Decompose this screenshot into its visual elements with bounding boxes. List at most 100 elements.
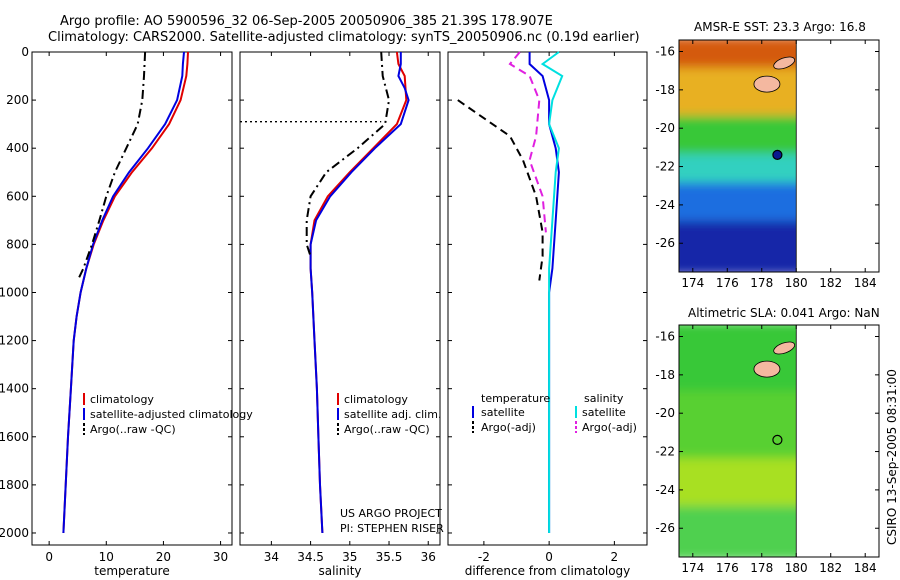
x-tick-label: 34 <box>264 550 279 564</box>
y-tick-label: 400 <box>6 141 29 155</box>
y-tick-label: -16 <box>655 330 675 344</box>
y-tick-label: -22 <box>655 445 675 459</box>
y-tick-label: 600 <box>6 189 29 203</box>
legend-entry: Argo(-adj) <box>582 421 637 434</box>
panel-frame <box>239 51 441 546</box>
argo-float-marker <box>772 434 783 445</box>
panel-frame <box>447 51 648 546</box>
legend-entry: Argo(..raw -QC) <box>90 423 176 436</box>
map-field <box>679 325 797 557</box>
series-line <box>62 51 185 534</box>
series-line <box>508 51 547 233</box>
x-tick-label: 178 <box>750 276 773 290</box>
legend-entry: satellite adj. clim. <box>344 408 441 421</box>
x-tick-label: 176 <box>716 276 739 290</box>
x-tick-label: 182 <box>819 276 842 290</box>
legend-entry: Argo(-adj) <box>481 421 536 434</box>
series-line <box>76 51 147 281</box>
x-tick-label: 184 <box>854 276 877 290</box>
x-tick-label: 20 <box>156 550 171 564</box>
map-color-band <box>679 67 797 122</box>
y-tick-label: -18 <box>655 368 675 382</box>
series-line <box>540 51 564 533</box>
y-tick-label: -18 <box>655 83 675 97</box>
legend-entry: climatology <box>90 393 154 406</box>
map-frame <box>678 39 880 273</box>
map-field-blur <box>679 40 797 272</box>
legend-entry: Argo(..raw -QC) <box>344 423 430 436</box>
x-tick-label: 0 <box>545 550 553 564</box>
y-tick-label: 200 <box>6 93 29 107</box>
x-tick-label: 35 <box>342 550 357 564</box>
series-line <box>457 99 544 281</box>
map-color-band <box>679 325 797 398</box>
annotation-pi: PI: STEPHEN RISER <box>340 522 444 535</box>
y-tick-label: -24 <box>655 198 675 212</box>
y-tick-label: 0 <box>21 45 29 59</box>
legend-group-temperature: temperature <box>481 392 550 405</box>
x-tick-label: -2 <box>478 550 490 564</box>
map-color-band <box>679 182 797 228</box>
y-tick-label: -26 <box>655 521 675 535</box>
island-shape <box>773 341 796 355</box>
x-axis-label: difference from climatology <box>465 564 631 578</box>
legend-entry: satellite <box>582 406 626 419</box>
x-tick-label: 174 <box>681 276 704 290</box>
annotation-project: US ARGO PROJECT <box>340 507 442 520</box>
legend-entry: climatology <box>344 393 408 406</box>
y-tick-label: -20 <box>655 406 675 420</box>
x-tick-label: 10 <box>99 550 114 564</box>
island-shape <box>753 360 781 378</box>
legend-entry: satellite <box>481 406 525 419</box>
x-tick-label: 180 <box>785 561 808 575</box>
map-field-blur <box>679 325 797 557</box>
x-tick-label: 0 <box>45 550 53 564</box>
y-tick-label: 1800 <box>0 478 29 492</box>
figure-title-line2: Climatology: CARS2000. Satellite-adjuste… <box>48 30 640 45</box>
series-line <box>309 51 408 534</box>
island-shape <box>773 56 796 70</box>
map-color-band <box>679 506 797 557</box>
y-tick-label: 2000 <box>0 526 29 540</box>
x-tick-label: 36 <box>421 550 436 564</box>
map-color-band <box>679 221 797 272</box>
sla-map-title: Altimetric SLA: 0.041 Argo: NaN <box>688 306 880 320</box>
x-tick-label: 34.5 <box>297 550 324 564</box>
sst-map-title: AMSR-E SST: 23.3 Argo: 16.8 <box>694 20 866 34</box>
argo-float-marker <box>772 149 783 160</box>
series-line <box>305 51 391 257</box>
x-tick-label: 182 <box>819 561 842 575</box>
map-color-band <box>679 115 797 160</box>
y-tick-label: -22 <box>655 160 675 174</box>
legend-group-salinity: salinity <box>584 392 624 405</box>
panel-frame <box>31 51 233 546</box>
y-tick-label: 800 <box>6 237 29 251</box>
y-tick-label: 1600 <box>0 430 29 444</box>
y-tick-label: 1200 <box>0 334 29 348</box>
x-axis-label: temperature <box>94 564 169 578</box>
x-axis-label: salinity <box>318 564 361 578</box>
x-tick-label: 2 <box>611 550 619 564</box>
map-field <box>679 40 797 272</box>
x-tick-label: 178 <box>750 561 773 575</box>
map-color-band <box>679 458 797 513</box>
map-color-band <box>679 391 797 465</box>
x-tick-label: 180 <box>785 276 808 290</box>
map-frame <box>678 324 880 558</box>
y-tick-label: 1000 <box>0 285 29 299</box>
x-tick-label: 184 <box>854 561 877 575</box>
y-tick-label: -26 <box>655 236 675 250</box>
y-tick-label: 1400 <box>0 382 29 396</box>
y-tick-label: -24 <box>655 483 675 497</box>
y-tick-label: -16 <box>655 45 675 59</box>
x-tick-label: 174 <box>681 561 704 575</box>
series-line <box>528 52 560 533</box>
x-tick-label: 176 <box>716 561 739 575</box>
island-shape <box>753 75 781 93</box>
series-line <box>309 52 410 534</box>
x-tick-label: 30 <box>213 550 228 564</box>
y-tick-label: -20 <box>655 121 675 135</box>
figure-title-line1: Argo profile: AO 5900596_32 06-Sep-2005 … <box>60 14 553 29</box>
legend-entry: satellite-adjusted climatology <box>90 408 253 421</box>
